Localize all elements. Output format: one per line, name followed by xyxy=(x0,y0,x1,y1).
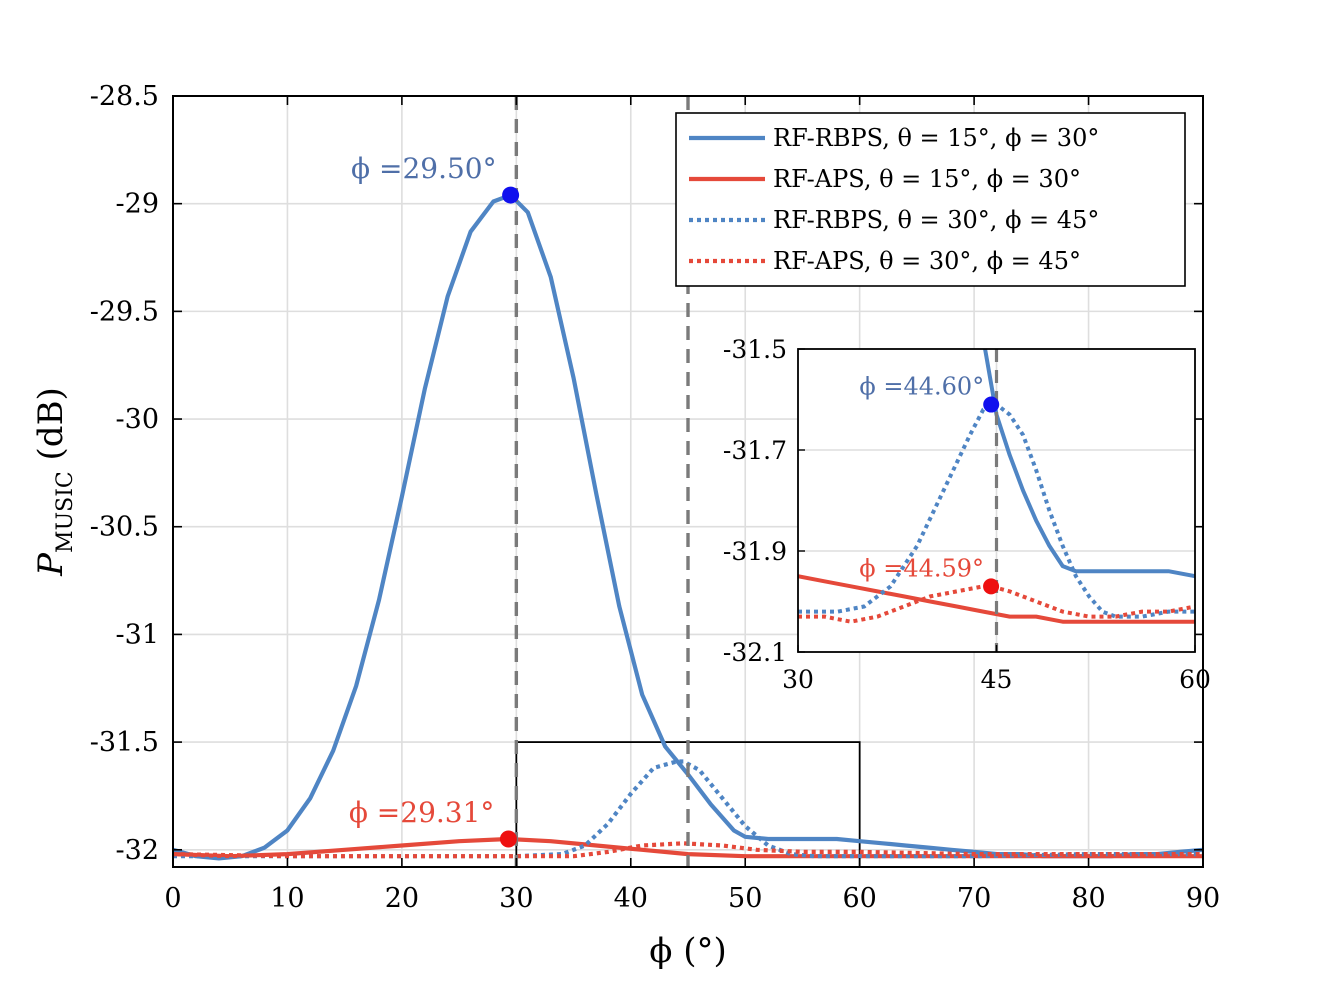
series-line-4 xyxy=(172,841,1203,859)
inset-plot: ϕ =44.60° ϕ =44.59° 30 45 60 -31.5 -31.7 -31.9 -… xyxy=(723,335,1211,694)
y-tick-label: -29.5 xyxy=(90,296,159,327)
x-tick-label: 20 xyxy=(385,883,419,914)
legend-entry-4: RF-APS, θ = 30°, ϕ = 45° xyxy=(773,247,1081,275)
x-tick-label: 0 xyxy=(164,883,181,914)
inset-peak-annotation-2: ϕ =44.59° xyxy=(859,554,984,582)
inset-series-line-1 xyxy=(983,349,1195,579)
y-axis-label: PMUSIC (dB) xyxy=(31,387,78,577)
x-tick-label: 70 xyxy=(957,883,991,914)
peak-marker-1 xyxy=(502,186,520,204)
x-tick-label: 50 xyxy=(728,883,762,914)
inset-y-tick-label: -31.9 xyxy=(723,537,787,566)
y-tick-label: -28.5 xyxy=(90,81,159,112)
inset-series-group xyxy=(798,349,1195,624)
axes-frame xyxy=(172,95,1204,868)
inset-series-line-2 xyxy=(798,574,1195,624)
y-tick-label: -30 xyxy=(116,404,159,435)
series-line-3 xyxy=(173,759,1203,859)
inset-y-tick-label: -31.5 xyxy=(723,335,787,364)
x-tick-label: 60 xyxy=(842,883,876,914)
inset-x-tick-label: 30 xyxy=(782,665,814,694)
y-axis-label-subscript: MUSIC xyxy=(53,471,78,553)
inset-x-tick-label: 60 xyxy=(1179,665,1211,694)
y-tick-label: -31 xyxy=(116,619,159,650)
inset-peak-marker-1 xyxy=(983,396,1000,413)
inset-y-tick-label: -32.1 xyxy=(723,638,787,667)
x-axis-label: ϕ (°) xyxy=(649,931,727,971)
peak-annotation-1: ϕ =29.50° xyxy=(351,152,497,185)
peak-annotation-2: ϕ =29.31° xyxy=(349,796,495,829)
y-axis-label-unit: (dB) xyxy=(31,387,71,471)
legend-entry-2: RF-APS, θ = 15°, ϕ = 30° xyxy=(773,165,1081,193)
x-tick-label: 10 xyxy=(270,883,304,914)
inset-y-tick-label: -31.7 xyxy=(723,436,787,465)
legend-box xyxy=(675,112,1186,287)
x-tick-label: 90 xyxy=(1186,883,1220,914)
x-tick-label: 80 xyxy=(1071,883,1105,914)
inset-series-line-4 xyxy=(798,584,1195,624)
legend-entry-3: RF-RBPS, θ = 30°, ϕ = 45° xyxy=(773,206,1099,234)
legend: RF-RBPS, θ = 15°, ϕ = 30° RF-APS, θ = 15°… xyxy=(675,112,1186,287)
inset-peak-marker-2 xyxy=(983,578,1000,595)
inset-x-tick-label: 45 xyxy=(981,665,1013,694)
y-tick-label: -30.5 xyxy=(90,512,159,543)
peak-marker-2 xyxy=(499,830,517,848)
y-tick-label: -32 xyxy=(116,835,159,866)
inset-peak-annotation-1: ϕ =44.60° xyxy=(859,373,984,401)
x-tick-label: 40 xyxy=(614,883,648,914)
legend-entry-1: RF-RBPS, θ = 15°, ϕ = 30° xyxy=(773,124,1099,152)
y-axis-label-main: P xyxy=(31,552,71,577)
x-tick-label: 30 xyxy=(499,883,533,914)
y-tick-label: -29 xyxy=(116,189,159,220)
zoom-region-box xyxy=(515,741,861,868)
y-tick-label: -31.5 xyxy=(90,727,159,758)
